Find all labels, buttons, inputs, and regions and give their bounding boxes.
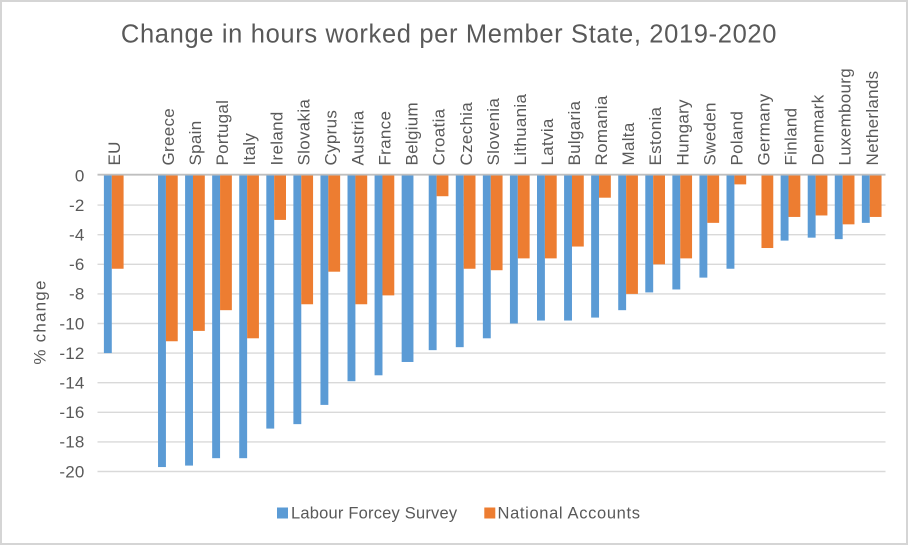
svg-text:Greece: Greece (159, 108, 178, 166)
svg-text:Slovakia: Slovakia (294, 99, 313, 166)
svg-text:Sweden: Sweden (700, 102, 719, 165)
svg-text:Denmark: Denmark (809, 94, 828, 165)
svg-text:-6: -6 (69, 255, 85, 274)
svg-text:Change in hours worked per Mem: Change in hours worked per Member State,… (121, 21, 777, 49)
svg-text:-8: -8 (69, 285, 85, 304)
svg-text:Luxembourg: Luxembourg (836, 68, 855, 166)
svg-text:Finland: Finland (782, 108, 801, 166)
svg-text:-10: -10 (59, 314, 84, 333)
svg-text:Germany: Germany (755, 93, 774, 165)
svg-text:% change: % change (31, 279, 50, 364)
svg-text:National Accounts: National Accounts (498, 505, 641, 523)
svg-text:Austria: Austria (348, 110, 367, 165)
svg-text:Czechia: Czechia (457, 102, 476, 166)
svg-text:Lithuania: Lithuania (511, 94, 530, 166)
svg-text:-18: -18 (59, 433, 84, 452)
svg-text:Poland: Poland (727, 111, 746, 166)
svg-text:Labour Forcey Survey: Labour Forcey Survey (291, 505, 458, 523)
svg-text:-16: -16 (59, 403, 84, 422)
svg-text:Latvia: Latvia (538, 118, 557, 165)
svg-text:Portugal: Portugal (213, 100, 232, 166)
svg-text:-2: -2 (69, 196, 85, 215)
svg-text:Bulgaria: Bulgaria (565, 100, 584, 165)
svg-text:-12: -12 (59, 344, 84, 363)
svg-text:Slovenia: Slovenia (484, 98, 503, 166)
svg-text:-4: -4 (69, 226, 85, 245)
svg-text:-14: -14 (59, 374, 84, 393)
svg-text:Netherlands: Netherlands (863, 71, 882, 166)
svg-text:Estonia: Estonia (646, 106, 665, 165)
svg-text:-20: -20 (59, 462, 84, 481)
svg-text:Hungary: Hungary (673, 99, 692, 166)
svg-text:Cyprus: Cyprus (321, 110, 340, 166)
svg-text:EU: EU (105, 141, 124, 165)
svg-text:Malta: Malta (619, 122, 638, 165)
svg-text:0: 0 (75, 166, 85, 185)
svg-text:Ireland: Ireland (267, 111, 286, 165)
svg-text:Spain: Spain (186, 121, 205, 166)
svg-text:France: France (376, 111, 395, 166)
svg-text:Croatia: Croatia (430, 108, 449, 165)
svg-text:Romania: Romania (592, 95, 611, 165)
svg-text:Italy: Italy (240, 133, 259, 166)
svg-text:Belgium: Belgium (403, 102, 422, 166)
